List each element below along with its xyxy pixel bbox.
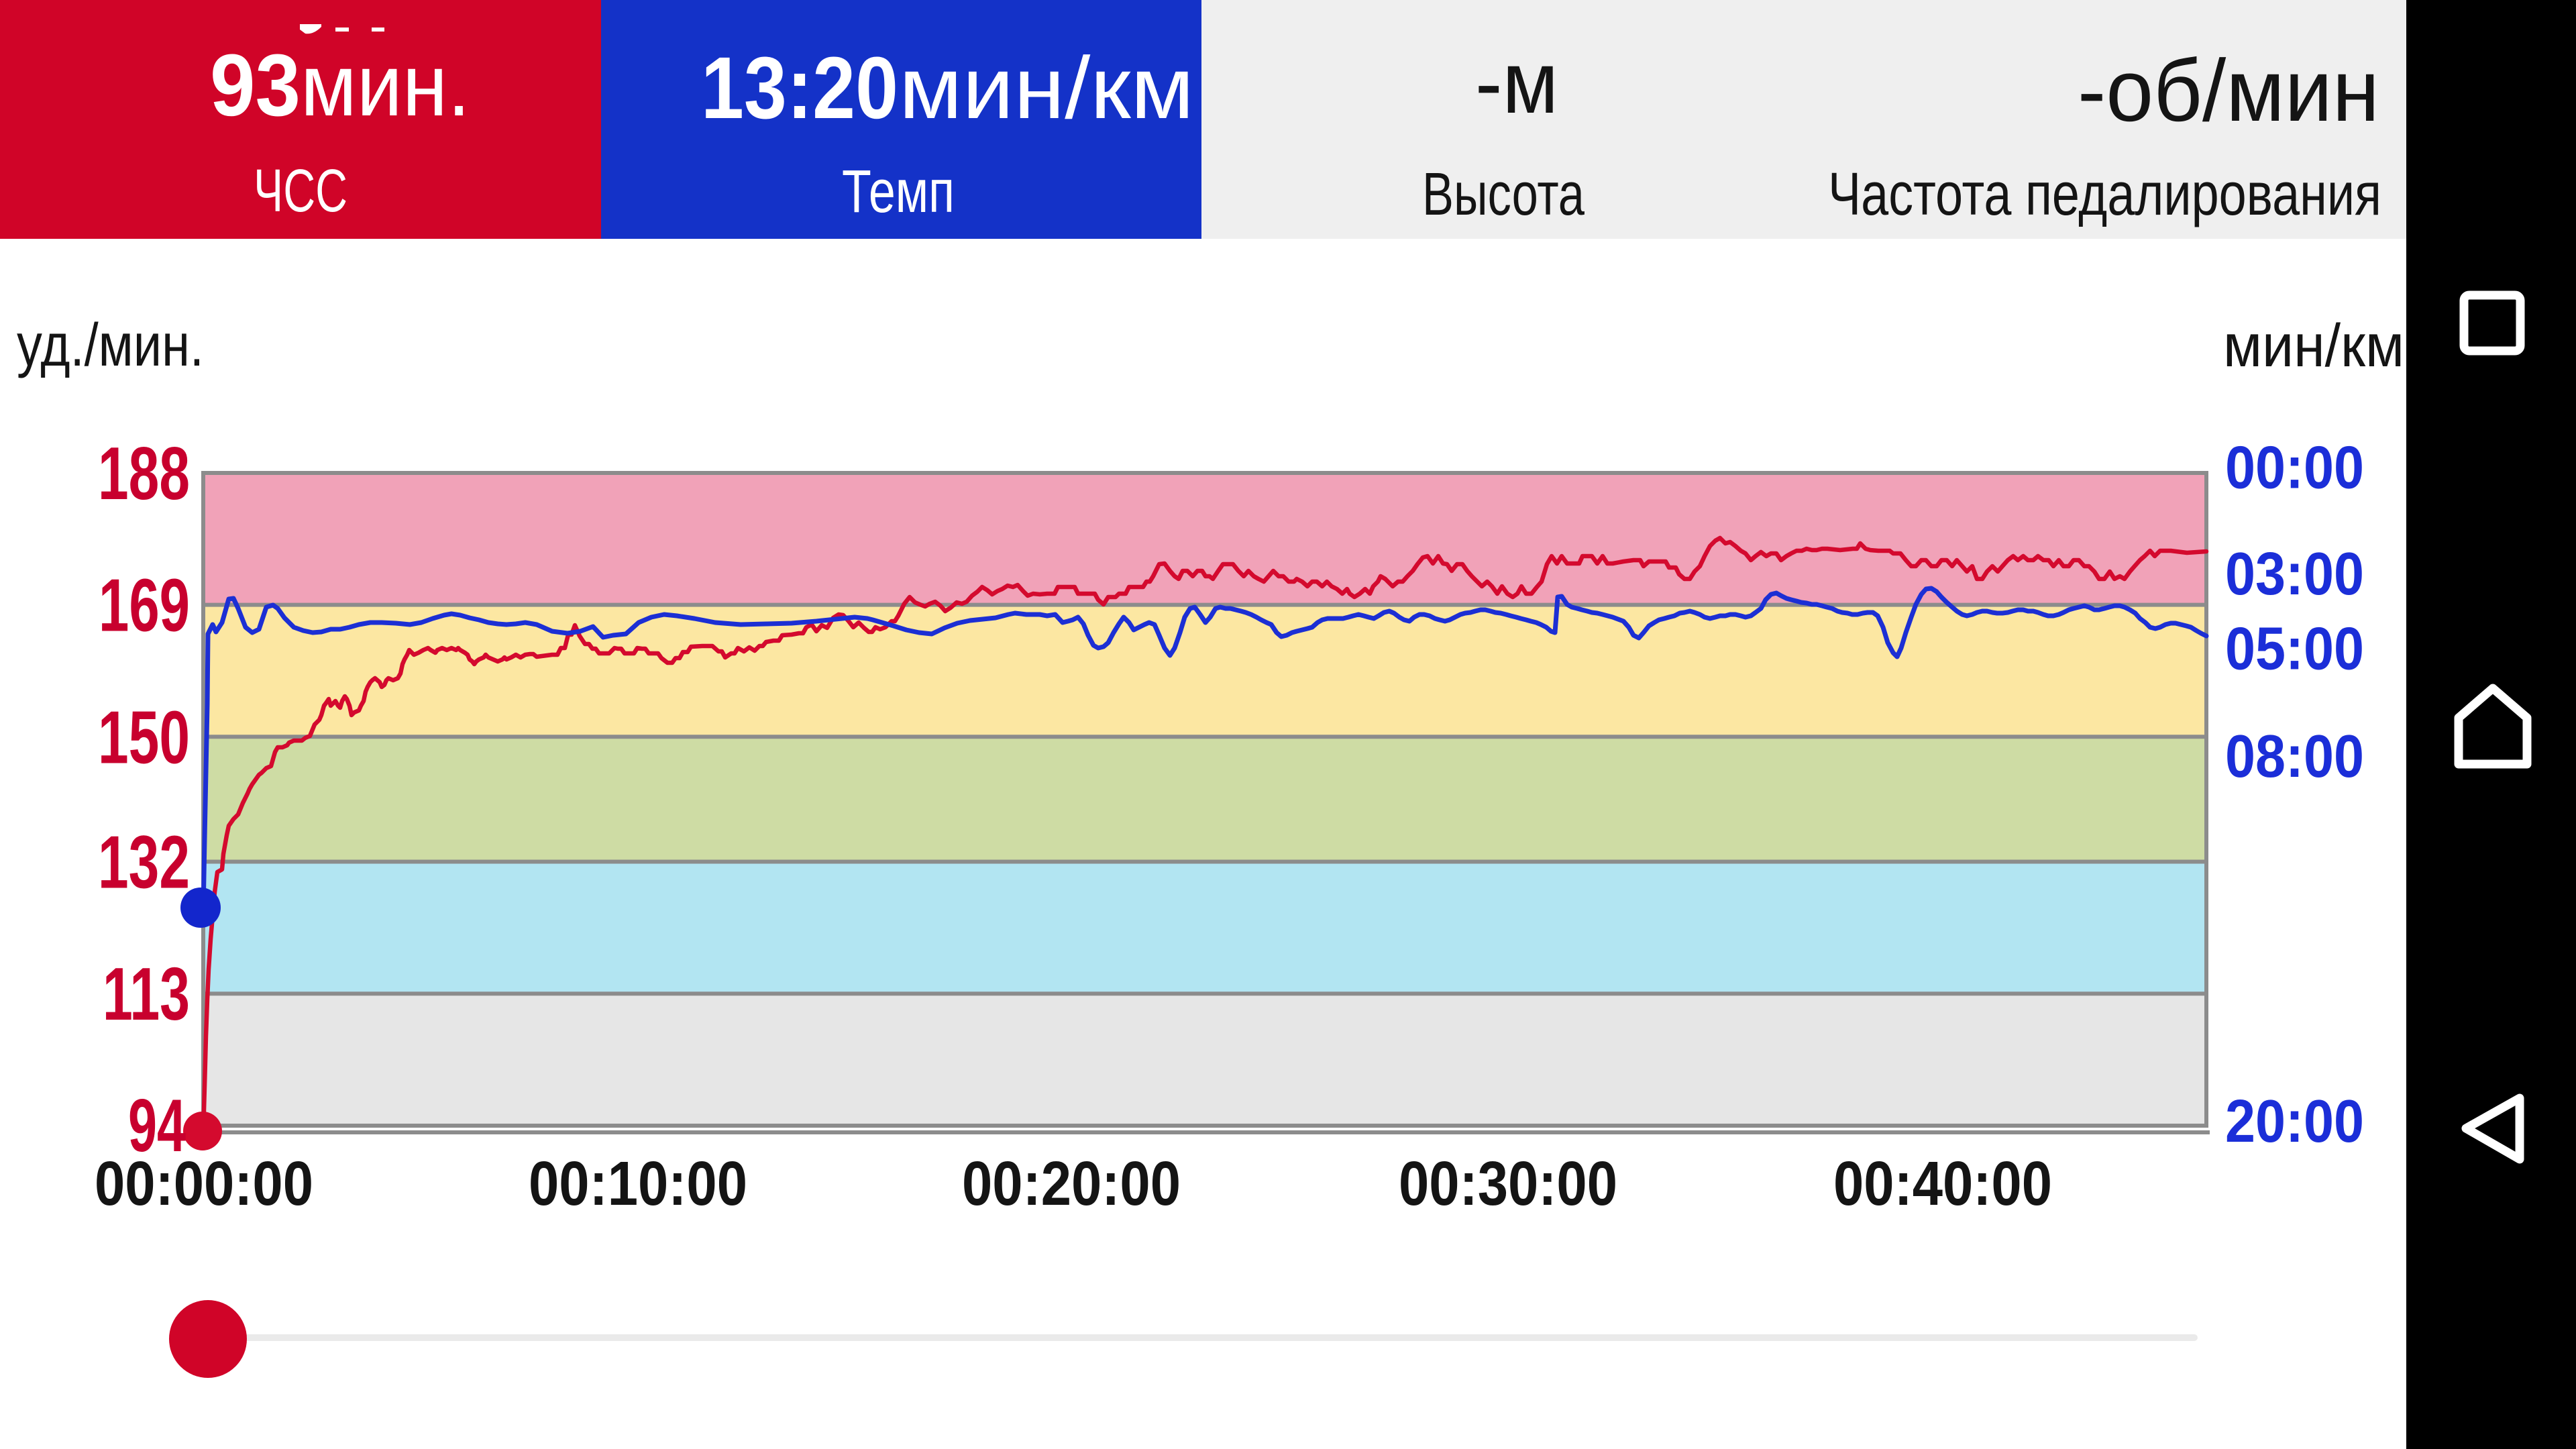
svg-text:20:00: 20:00	[2225, 1088, 2364, 1155]
svg-text:Высота: Высота	[1422, 161, 1585, 228]
svg-text:Темп: Темп	[842, 158, 955, 225]
svg-text:-об/мин: -об/мин	[2078, 41, 2379, 140]
svg-text:Частота педалирования: Частота педалирования	[1828, 161, 2381, 228]
svg-text:-м: -м	[1475, 33, 1558, 131]
svg-text:мин/км: мин/км	[899, 38, 1194, 137]
svg-text:08:00: 08:00	[2225, 723, 2364, 790]
svg-text:00:00: 00:00	[2225, 435, 2364, 502]
svg-text:93: 93	[210, 36, 301, 134]
svg-text:мин/км: мин/км	[2223, 313, 2404, 380]
svg-text:13:20: 13:20	[701, 38, 898, 137]
svg-text:00:30:00: 00:30:00	[1399, 1148, 1617, 1218]
svg-text:00:40:00: 00:40:00	[1833, 1148, 2052, 1218]
svg-text:188: 188	[98, 432, 190, 515]
svg-text:150: 150	[98, 696, 190, 779]
svg-text:00:00:00: 00:00:00	[95, 1148, 313, 1218]
svg-text:00:10:00: 00:10:00	[529, 1148, 747, 1218]
svg-text:уд./мин.: уд./мин.	[17, 312, 204, 379]
svg-text:мин.: мин.	[301, 36, 470, 134]
svg-text:169: 169	[99, 564, 190, 647]
svg-text:05:00: 05:00	[2225, 616, 2364, 683]
svg-text:00:20:00: 00:20:00	[962, 1148, 1181, 1218]
svg-text:132: 132	[98, 821, 190, 904]
svg-text:ЧСС: ЧСС	[254, 158, 347, 225]
svg-text:03:00: 03:00	[2225, 541, 2364, 608]
svg-text:94: 94	[128, 1084, 186, 1167]
svg-text:113: 113	[103, 953, 190, 1036]
